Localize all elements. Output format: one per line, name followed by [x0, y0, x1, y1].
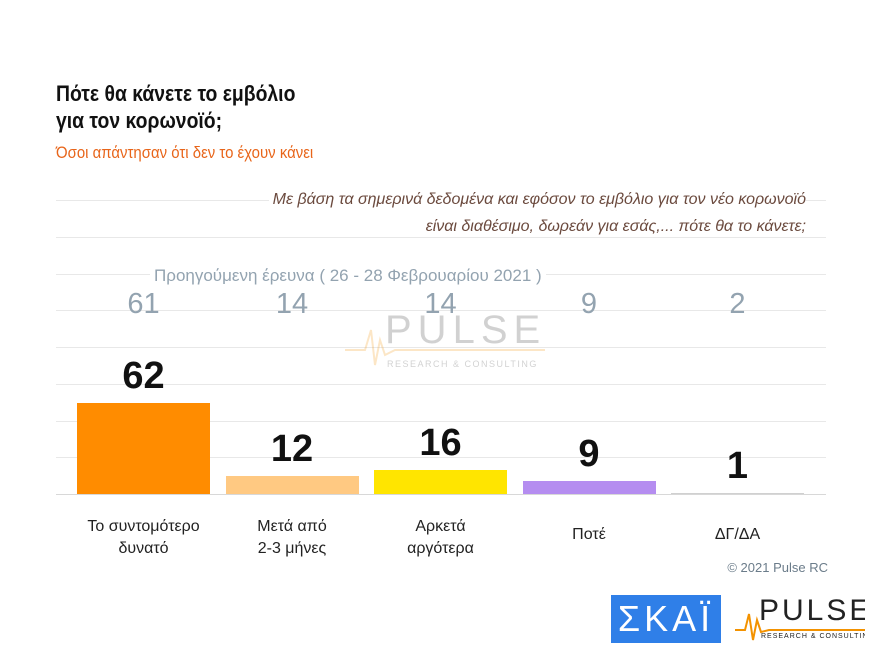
chart-title: Πότε θα κάνετε το εμβόλιο για τον κορωνο… — [56, 80, 295, 134]
gridline — [56, 236, 826, 238]
data-label: 12 — [270, 428, 314, 471]
gridline — [56, 383, 826, 385]
data-label: 16 — [419, 422, 462, 465]
previous-value: 61 — [127, 288, 160, 320]
category-label: Μετά από 2-3 μήνες — [226, 516, 359, 560]
category-label-line: Ποτέ — [572, 526, 606, 543]
previous-survey-label: Προηγούμενη έρευνα ( 26 - 28 Φεβρουαρίου… — [150, 266, 546, 286]
data-label: 1 — [726, 444, 749, 487]
category-label: Αρκετά αργότερα — [374, 516, 507, 560]
bar — [671, 492, 804, 494]
gridline — [56, 310, 826, 312]
bar — [77, 402, 210, 494]
question-text: Με βάση τα σημερινά δεδομένα και εφόσον … — [106, 186, 806, 240]
svg-text:RESEARCH & CONSULTING: RESEARCH & CONSULTING — [761, 633, 865, 640]
title-line-2: για τον κορωνοϊό; — [56, 108, 223, 133]
previous-value: 9 — [580, 288, 598, 320]
skai-logo: ΣΚΑΪ — [611, 595, 721, 643]
category-label: Ποτέ — [523, 524, 656, 546]
category-label: ΔΓ/ΔΑ — [671, 524, 804, 546]
category-label-line: αργότερα — [407, 540, 474, 557]
previous-value: 2 — [729, 288, 746, 320]
gridline — [56, 494, 826, 495]
gridline — [56, 347, 826, 348]
gridline — [56, 420, 826, 422]
category-label: Το συντομότερο δυνατό — [77, 516, 210, 560]
svg-text:PULSE: PULSE — [759, 594, 865, 627]
category-label-line: 2-3 μήνες — [257, 540, 327, 557]
copyright: © 2021 Pulse RC — [727, 560, 828, 575]
svg-text:RESEARCH & CONSULTING: RESEARCH & CONSULTING — [387, 359, 538, 369]
pulse-logo: PULSE RESEARCH & CONSULTING — [735, 594, 865, 641]
bar — [225, 476, 359, 494]
previous-value: 14 — [275, 288, 309, 320]
gridline — [56, 457, 826, 459]
title-line-1: Πότε θα κάνετε το εμβόλιο — [56, 81, 296, 106]
bar — [522, 480, 656, 494]
category-label-line: Μετά από — [257, 518, 327, 535]
category-label-line: Αρκετά — [415, 518, 466, 535]
question-line-2: είναι διαθέσιμο, δωρεάν για εσάς,... πότ… — [421, 218, 806, 235]
chart-subtitle: Όσοι απάντησαν ότι δεν το έχουν κάνει — [56, 143, 314, 162]
data-label: 62 — [122, 354, 165, 397]
svg-text:PULSE: PULSE — [385, 308, 545, 352]
category-label-line: ΔΓ/ΔΑ — [714, 526, 761, 543]
previous-value: 14 — [424, 288, 457, 320]
category-label-line: Το συντομότερο — [87, 518, 200, 535]
bar — [374, 470, 507, 494]
question-line-1: Με βάση τα σημερινά δεδομένα και εφόσον … — [268, 191, 806, 208]
pulse-watermark: PULSE RESEARCH & CONSULTING — [345, 308, 545, 369]
data-label: 9 — [578, 432, 600, 475]
category-label-line: δυνατό — [118, 540, 169, 557]
